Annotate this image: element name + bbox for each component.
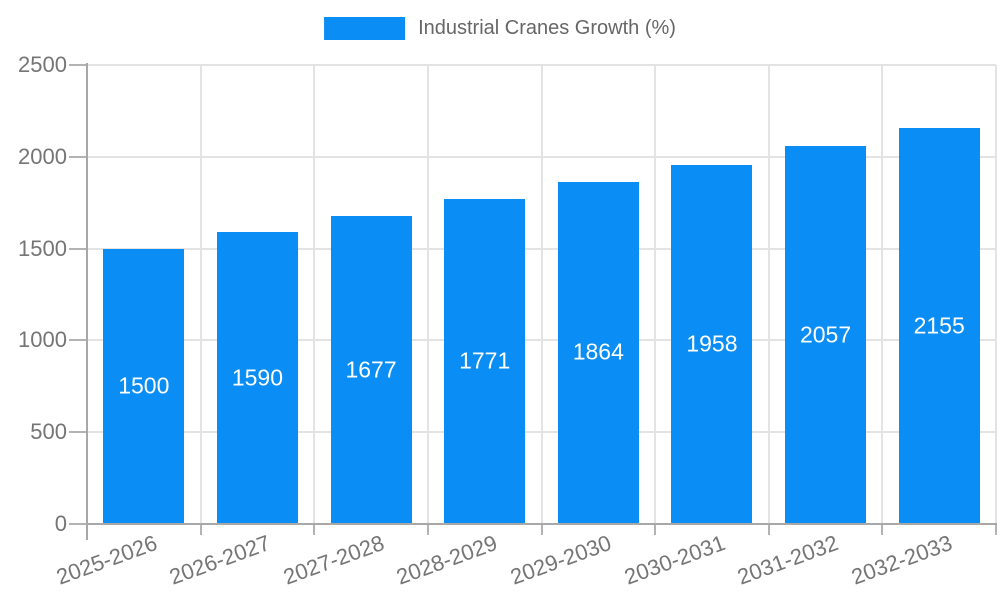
y-tick-label: 1000 [18,327,67,353]
bar: 1590 [216,232,298,523]
bar: 1864 [557,181,639,523]
x-tick-label: 2029-2030 [507,530,615,590]
x-tick-label: 2032-2033 [847,530,956,590]
x-tick-label: 2028-2029 [393,530,501,590]
x-tick-label: 2031-2032 [734,530,842,590]
x-axis-tick-mark [654,525,657,535]
x-axis-tick-mark [426,525,429,535]
x-tick-label: 2026-2027 [166,530,274,590]
y-tick-label: 1500 [18,235,67,261]
gridline-vertical [767,65,770,524]
bar-value-label: 1677 [345,356,397,383]
y-axis-tick-mark [69,155,86,158]
y-axis-line [86,63,88,540]
y-tick-label: 2500 [18,52,67,77]
y-tick-label: 500 [30,419,67,445]
bar-value-label: 1590 [231,364,284,391]
gridline-vertical [654,65,657,524]
bar: 2155 [898,128,980,523]
gridline-vertical [313,65,316,524]
y-axis-tick-mark [69,339,86,342]
bar-value-label: 2155 [913,312,965,339]
bar: 1500 [103,248,185,523]
x-axis-tick-mark [540,525,543,535]
gridline-vertical [881,65,884,524]
bar: 1958 [671,164,753,523]
bar: 2057 [785,146,867,523]
x-axis-tick-mark [881,525,884,535]
legend-label: Industrial Cranes Growth (%) [418,17,676,39]
bar: 1677 [330,216,412,523]
gridline-vertical [199,65,202,524]
chart-legend[interactable]: Industrial Cranes Growth (%) [324,17,676,40]
x-axis-tick-mark [313,525,316,535]
y-tick-label: 2000 [18,143,67,169]
x-axis-tick-mark [767,525,770,535]
bar: 1771 [444,198,526,523]
bar-value-label: 1958 [686,330,738,357]
y-axis-tick-mark [69,431,86,434]
y-axis-tick-mark [69,247,86,250]
x-tick-label: 2025-2026 [52,530,161,590]
y-axis-tick-mark [69,523,86,525]
gridline-vertical [426,65,429,524]
bar-value-label: 2057 [799,321,852,348]
bar-value-label: 1771 [459,347,511,374]
x-axis-line [86,523,997,525]
x-axis-tick-mark [199,525,202,535]
y-tick-label: 0 [54,511,67,536]
x-tick-label: 2027-2028 [279,530,388,590]
bar-value-label: 1500 [118,372,170,399]
gridline-vertical [995,65,997,524]
x-tick-label: 2030-2031 [620,530,729,590]
bar-value-label: 1864 [572,338,624,365]
x-axis-tick-mark [995,525,997,535]
legend-swatch-icon [324,17,406,40]
y-axis-tick-mark [69,64,86,66]
gridline-vertical [540,65,543,524]
